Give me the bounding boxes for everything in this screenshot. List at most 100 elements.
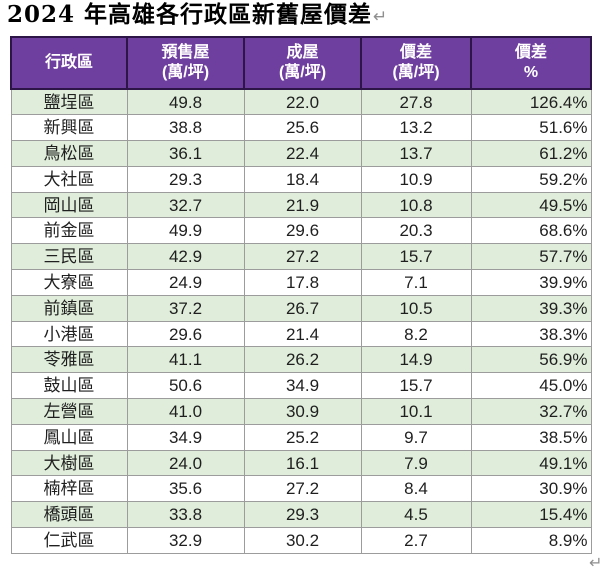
cell-price-gap: 9.7 xyxy=(360,423,472,451)
table-row: 鼓山區 50.6 34.9 15.7 45.0% xyxy=(10,372,592,400)
table-row: 三民區 42.9 27.2 15.7 57.7% xyxy=(10,243,592,271)
cell-presale-price: 49.8 xyxy=(126,88,245,116)
table-row: 岡山區 32.7 21.9 10.8 49.5% xyxy=(10,191,592,219)
cell-completed-price: 30.2 xyxy=(243,527,362,554)
price-difference-table: 行政區 預售屋 (萬/坪) 成屋 (萬/坪) 價差 (萬/坪) 價差 % xyxy=(10,36,592,554)
cell-presale-price: 49.9 xyxy=(126,217,245,245)
cell-district: 楠梓區 xyxy=(10,475,128,503)
cell-presale-price: 42.9 xyxy=(126,243,245,271)
paragraph-mark-icon: ↵ xyxy=(589,553,603,572)
cell-district: 小港區 xyxy=(10,320,128,348)
cell-price-gap-percent: 39.3% xyxy=(470,294,592,322)
cell-price-gap-percent: 61.2% xyxy=(470,140,592,167)
paragraph-mark-icon: ↵ xyxy=(373,7,388,27)
cell-price-gap: 13.2 xyxy=(360,114,472,142)
cell-completed-price: 21.4 xyxy=(243,320,362,348)
table-row: 鳥松區 36.1 22.4 13.7 61.2% xyxy=(10,140,592,167)
cell-presale-price: 33.8 xyxy=(126,501,245,529)
cell-district: 鳥松區 xyxy=(10,140,128,167)
table-row: 大寮區 24.9 17.8 7.1 39.9% xyxy=(10,269,592,296)
cell-district: 左營區 xyxy=(10,398,128,425)
cell-district: 岡山區 xyxy=(10,191,128,219)
cell-completed-price: 26.7 xyxy=(243,294,362,322)
table-row: 橋頭區 33.8 29.3 4.5 15.4% xyxy=(10,501,592,529)
table-row: 仁武區 32.9 30.2 2.7 8.9% xyxy=(10,527,592,554)
cell-price-gap: 20.3 xyxy=(360,217,472,245)
cell-price-gap-percent: 56.9% xyxy=(470,346,592,374)
column-header-gap: 價差 (萬/坪) xyxy=(360,36,472,90)
cell-price-gap-percent: 68.6% xyxy=(470,217,592,245)
table-row: 大樹區 24.0 16.1 7.9 49.1% xyxy=(10,449,592,477)
table-row: 楠梓區 35.6 27.2 8.4 30.9% xyxy=(10,475,592,503)
cell-presale-price: 41.0 xyxy=(126,398,245,425)
cell-price-gap: 2.7 xyxy=(360,527,472,554)
cell-district: 大寮區 xyxy=(10,269,128,296)
cell-price-gap: 4.5 xyxy=(360,501,472,529)
cell-completed-price: 27.2 xyxy=(243,243,362,271)
cell-price-gap-percent: 59.2% xyxy=(470,165,592,193)
column-header-district: 行政區 xyxy=(10,36,128,90)
cell-price-gap-percent: 38.3% xyxy=(470,320,592,348)
table-row: 苓雅區 41.1 26.2 14.9 56.9% xyxy=(10,346,592,374)
cell-presale-price: 29.3 xyxy=(126,165,245,193)
cell-presale-price: 24.0 xyxy=(126,449,245,477)
cell-district: 鹽埕區 xyxy=(10,88,128,116)
cell-completed-price: 21.9 xyxy=(243,191,362,219)
table-row: 鳳山區 34.9 25.2 9.7 38.5% xyxy=(10,423,592,451)
cell-district: 三民區 xyxy=(10,243,128,271)
cell-district: 大社區 xyxy=(10,165,128,193)
cell-price-gap: 8.4 xyxy=(360,475,472,503)
cell-district: 前金區 xyxy=(10,217,128,245)
cell-completed-price: 22.0 xyxy=(243,88,362,116)
table-row: 前鎮區 37.2 26.7 10.5 39.3% xyxy=(10,294,592,322)
cell-price-gap: 8.2 xyxy=(360,320,472,348)
cell-presale-price: 35.6 xyxy=(126,475,245,503)
cell-price-gap-percent: 30.9% xyxy=(470,475,592,503)
cell-district: 仁武區 xyxy=(10,527,128,554)
cell-completed-price: 27.2 xyxy=(243,475,362,503)
table-row: 小港區 29.6 21.4 8.2 38.3% xyxy=(10,320,592,348)
cell-price-gap-percent: 38.5% xyxy=(470,423,592,451)
cell-presale-price: 34.9 xyxy=(126,423,245,451)
cell-price-gap: 10.9 xyxy=(360,165,472,193)
page-title-text: 2024 年高雄各行政區新舊屋價差 xyxy=(7,1,373,28)
column-header-gap-percent: 價差 % xyxy=(470,36,592,90)
column-header-presale: 預售屋 (萬/坪) xyxy=(126,36,245,90)
cell-price-gap-percent: 8.9% xyxy=(470,527,592,554)
cell-price-gap: 10.8 xyxy=(360,191,472,219)
cell-completed-price: 29.3 xyxy=(243,501,362,529)
cell-completed-price: 34.9 xyxy=(243,372,362,400)
cell-presale-price: 37.2 xyxy=(126,294,245,322)
cell-district: 新興區 xyxy=(10,114,128,142)
cell-price-gap-percent: 126.4% xyxy=(470,88,592,116)
cell-presale-price: 41.1 xyxy=(126,346,245,374)
cell-price-gap: 15.7 xyxy=(360,243,472,271)
cell-district: 前鎮區 xyxy=(10,294,128,322)
cell-completed-price: 22.4 xyxy=(243,140,362,167)
cell-price-gap: 14.9 xyxy=(360,346,472,374)
cell-price-gap: 13.7 xyxy=(360,140,472,167)
cell-price-gap: 10.5 xyxy=(360,294,472,322)
cell-price-gap-percent: 32.7% xyxy=(470,398,592,425)
cell-presale-price: 24.9 xyxy=(126,269,245,296)
table-row: 前金區 49.9 29.6 20.3 68.6% xyxy=(10,217,592,245)
cell-completed-price: 16.1 xyxy=(243,449,362,477)
cell-presale-price: 38.8 xyxy=(126,114,245,142)
cell-presale-price: 29.6 xyxy=(126,320,245,348)
cell-presale-price: 36.1 xyxy=(126,140,245,167)
cell-completed-price: 26.2 xyxy=(243,346,362,374)
cell-completed-price: 25.6 xyxy=(243,114,362,142)
table-row: 鹽埕區 49.8 22.0 27.8 126.4% xyxy=(10,88,592,116)
cell-presale-price: 32.9 xyxy=(126,527,245,554)
cell-district: 鳳山區 xyxy=(10,423,128,451)
cell-district: 苓雅區 xyxy=(10,346,128,374)
cell-price-gap: 27.8 xyxy=(360,88,472,116)
cell-price-gap-percent: 15.4% xyxy=(470,501,592,529)
table-header: 行政區 預售屋 (萬/坪) 成屋 (萬/坪) 價差 (萬/坪) 價差 % xyxy=(10,36,592,90)
cell-price-gap-percent: 57.7% xyxy=(470,243,592,271)
cell-completed-price: 29.6 xyxy=(243,217,362,245)
cell-completed-price: 30.9 xyxy=(243,398,362,425)
cell-price-gap: 7.9 xyxy=(360,449,472,477)
cell-price-gap-percent: 49.1% xyxy=(470,449,592,477)
cell-presale-price: 50.6 xyxy=(126,372,245,400)
